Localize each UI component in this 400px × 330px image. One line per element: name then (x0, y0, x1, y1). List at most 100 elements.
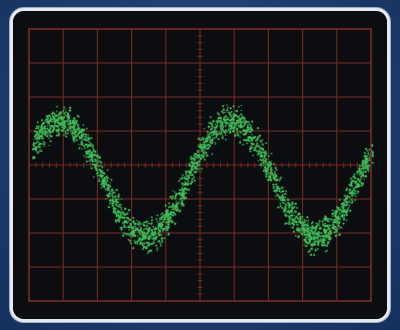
trace-dot (352, 180, 355, 182)
trace-dot (154, 237, 156, 239)
trace-dot (338, 227, 341, 229)
trace-dot (66, 129, 69, 132)
trace-dot (46, 118, 48, 120)
trace-dot (155, 235, 158, 237)
trace-dot (227, 116, 229, 119)
trace-dot (36, 146, 38, 148)
trace-dot (50, 131, 52, 133)
trace-dot (129, 239, 132, 242)
trace-dot (308, 241, 311, 244)
trace-dot (183, 191, 186, 194)
trace-dot (302, 222, 304, 224)
trace-dot (220, 126, 222, 128)
trace-dot (127, 225, 131, 228)
trace-dot (121, 226, 123, 229)
trace-dot (287, 202, 291, 205)
trace-dot (225, 139, 227, 141)
trace-dot (140, 239, 143, 242)
trace-dot (120, 209, 123, 211)
trace-dot (143, 224, 145, 227)
trace-dot (281, 206, 283, 209)
trace-dot (62, 119, 64, 121)
trace-dot (37, 140, 39, 142)
trace-dot (325, 216, 327, 219)
trace-dot (247, 131, 249, 133)
trace-dot (363, 178, 365, 180)
trace-dot (355, 185, 358, 188)
trace-dot (367, 169, 370, 172)
trace-dot (221, 124, 224, 127)
trace-dot (131, 226, 134, 229)
trace-dot (73, 140, 76, 143)
trace-dot (353, 173, 356, 176)
trace-dot (254, 149, 257, 152)
trace-dot (142, 245, 145, 247)
trace-dot (124, 207, 127, 210)
trace-dot (280, 176, 282, 179)
trace-dot (58, 130, 60, 132)
trace-dot (200, 167, 203, 170)
trace-dot (285, 214, 288, 217)
trace-dot (212, 133, 215, 136)
trace-dot (132, 247, 135, 250)
trace-dot (69, 128, 71, 130)
trace-dot (325, 244, 327, 246)
trace-dot (195, 158, 197, 160)
trace-dot (162, 230, 164, 232)
trace-dot (231, 118, 233, 120)
trace-dot (263, 167, 265, 169)
trace-dot (151, 242, 154, 245)
trace-dot (246, 126, 249, 129)
trace-dot (174, 191, 176, 193)
trace-dot (291, 201, 294, 204)
trace-dot (185, 196, 187, 199)
trace-dot (139, 233, 141, 236)
trace-dot (350, 191, 353, 194)
trace-dot (203, 149, 205, 152)
trace-dot (67, 112, 69, 115)
trace-dot (335, 216, 337, 218)
trace-dot (214, 141, 216, 144)
trace-dot (351, 199, 353, 201)
trace-dot (222, 121, 225, 123)
trace-dot (116, 210, 120, 213)
trace-dot (305, 220, 307, 222)
trace-dot (143, 242, 145, 244)
trace-dot (81, 143, 84, 146)
trace-dot (287, 210, 289, 213)
trace-dot (188, 174, 191, 177)
trace-dot (51, 120, 54, 123)
trace-dot (177, 202, 180, 205)
trace-dot (162, 224, 164, 226)
trace-dot (256, 150, 259, 153)
trace-dot (272, 174, 275, 177)
trace-dot (314, 240, 317, 243)
trace-dot (229, 115, 233, 118)
trace-dot (147, 250, 150, 253)
trace-dot (60, 116, 62, 118)
trace-dot (311, 221, 314, 224)
trace-dot (303, 218, 306, 221)
trace-dot (284, 212, 286, 215)
trace-dot (202, 156, 205, 158)
trace-dot (354, 191, 356, 193)
trace-dot (38, 125, 40, 127)
trace-dot (323, 218, 326, 221)
trace-dot (63, 120, 66, 122)
trace-dot (356, 172, 359, 175)
trace-dot (281, 193, 284, 196)
trace-dot (85, 153, 87, 156)
trace-dot (358, 180, 361, 183)
trace-dot (54, 114, 57, 117)
trace-dot (85, 143, 88, 146)
trace-dot (236, 130, 238, 132)
trace-dot (153, 242, 155, 244)
trace-dot (57, 129, 60, 132)
trace-dot (316, 247, 319, 250)
trace-dot (317, 244, 320, 246)
trace-dot (83, 138, 86, 140)
trace-dot (165, 210, 167, 212)
trace-dot (202, 138, 205, 141)
trace-dot (335, 226, 337, 228)
trace-dot (314, 235, 316, 237)
